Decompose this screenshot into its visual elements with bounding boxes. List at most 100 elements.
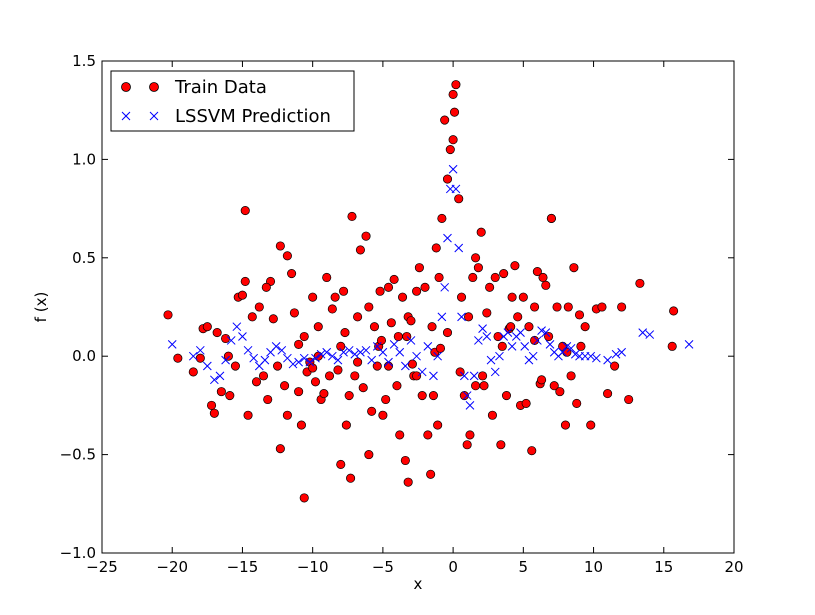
train-data-point — [538, 272, 548, 283]
train-data-point — [426, 469, 436, 479]
prediction-point — [406, 336, 416, 345]
prediction-point — [322, 347, 332, 357]
train-data-point — [346, 473, 356, 483]
train-data-point — [501, 391, 512, 401]
prediction-point — [440, 282, 450, 292]
prediction-point — [603, 355, 612, 365]
prediction-point — [457, 312, 466, 322]
train-data-point — [407, 359, 417, 369]
train-data-point — [327, 304, 337, 314]
prediction-point — [294, 357, 303, 367]
train-data-point — [473, 263, 483, 273]
train-data-point — [403, 477, 413, 487]
train-data-point — [336, 341, 346, 351]
train-data-point — [449, 107, 460, 117]
train-data-point — [445, 145, 455, 155]
legend-label-lssvm-prediction: LSSVM Prediction — [175, 106, 331, 127]
train-data-point — [468, 272, 478, 283]
train-data-point — [163, 310, 173, 320]
train-data-point — [482, 308, 492, 318]
prediction-point — [520, 342, 530, 351]
train-data-point — [287, 268, 297, 279]
train-data-point — [383, 282, 394, 292]
train-data-point — [324, 371, 335, 381]
train-data-point — [397, 292, 408, 302]
prediction-point — [238, 332, 247, 341]
train-data-point — [223, 351, 233, 361]
prediction-point — [350, 349, 360, 359]
train-data-point — [358, 383, 368, 393]
train-data-point — [369, 322, 380, 332]
train-data-point — [340, 328, 350, 338]
train-data-point — [347, 211, 357, 222]
train-data-point — [207, 400, 217, 410]
train-data-point — [308, 363, 318, 373]
train-data-point — [427, 322, 437, 332]
train-data-point — [437, 213, 447, 223]
train-data-point — [353, 312, 363, 322]
train-data-point — [261, 282, 271, 292]
train-data-point — [507, 292, 517, 302]
train-data-point — [406, 316, 416, 326]
prediction-point — [528, 351, 538, 361]
prediction-point — [395, 347, 405, 357]
train-data-point — [216, 387, 226, 397]
prediction-point — [167, 340, 177, 349]
y-tick-label: 0.0 — [72, 347, 96, 365]
train-data-point — [603, 389, 613, 399]
train-data-point — [400, 455, 410, 466]
train-data-point — [344, 391, 354, 401]
train-data-point — [434, 272, 444, 283]
prediction-point — [195, 345, 205, 355]
train-data-point — [510, 261, 520, 271]
train-data-point — [381, 394, 391, 405]
train-data-point — [275, 444, 285, 454]
legend-marker-train-data-right — [149, 82, 159, 92]
y-tick-label: −1.0 — [60, 544, 96, 562]
x-tick-label: 0 — [448, 558, 458, 576]
train-data-point — [364, 450, 374, 460]
prediction-point — [645, 330, 655, 339]
train-data-point — [282, 410, 292, 420]
plot-frame — [101, 60, 735, 554]
prediction-point — [482, 332, 492, 341]
train-data-point — [560, 420, 571, 430]
train-data-point — [412, 286, 422, 296]
train-data-point — [497, 341, 507, 351]
train-data-point — [513, 312, 523, 322]
prediction-point — [451, 184, 461, 194]
train-data-point — [243, 410, 253, 420]
train-data-point — [173, 353, 183, 363]
train-data-point — [389, 274, 399, 284]
prediction-point — [617, 347, 626, 357]
train-data-point — [479, 381, 489, 391]
prediction-point — [417, 367, 427, 377]
prediction-point — [454, 243, 464, 253]
prediction-point — [210, 375, 219, 385]
train-data-point — [376, 335, 387, 346]
train-data-point — [313, 322, 323, 332]
train-data-point — [296, 420, 306, 430]
train-data-point — [294, 339, 304, 349]
train-data-point — [471, 253, 481, 263]
train-data-point — [258, 371, 269, 381]
x-tick-label: 10 — [584, 558, 603, 576]
y-axis-label: f (x) — [32, 292, 50, 323]
train-data-point — [518, 292, 528, 302]
prediction-point — [478, 324, 487, 334]
prediction-point — [378, 347, 388, 357]
y-tick-label: 0.5 — [72, 249, 96, 267]
prediction-point — [433, 351, 443, 361]
train-data-point — [448, 89, 458, 100]
train-data-point — [322, 272, 332, 283]
x-tick-label: 5 — [519, 558, 529, 576]
train-data-point — [456, 292, 467, 302]
train-data-point — [490, 272, 500, 283]
train-data-point — [459, 391, 469, 401]
prediction-point — [232, 322, 242, 332]
train-data-point — [451, 80, 461, 90]
train-data-point — [530, 302, 540, 312]
train-data-point — [319, 389, 329, 399]
prediction-point — [339, 347, 348, 357]
